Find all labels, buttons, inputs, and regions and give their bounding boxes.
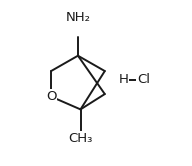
Text: CH₃: CH₃ bbox=[68, 132, 93, 145]
Text: NH₂: NH₂ bbox=[65, 11, 90, 24]
Text: Cl: Cl bbox=[137, 74, 150, 86]
Text: O: O bbox=[46, 90, 56, 103]
Text: H: H bbox=[118, 74, 128, 86]
